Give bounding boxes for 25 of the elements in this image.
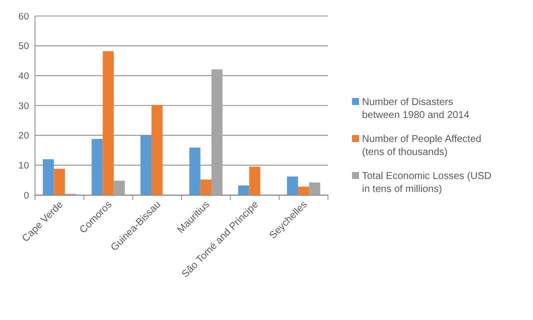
bar [42, 159, 54, 195]
y-tick-label: 0 [24, 190, 29, 202]
y-tick-label: 50 [18, 41, 29, 52]
bar [92, 138, 103, 195]
bar [298, 186, 310, 195]
bar [54, 168, 65, 195]
y-tick-label: 60 [18, 11, 29, 22]
bar [189, 148, 200, 195]
bar [249, 166, 260, 195]
bar [102, 51, 114, 195]
bar [140, 135, 152, 195]
bar [211, 69, 223, 195]
y-tick-label: 40 [18, 70, 29, 82]
legend-label: Number of People Affected (tens of thousands) [362, 134, 482, 158]
legend-label: Total Economic Losses (USD in tens of millions) [362, 171, 492, 195]
bar [238, 185, 250, 195]
bar [200, 179, 212, 195]
y-tick-label: 10 [18, 160, 29, 172]
y-tick-label: 20 [18, 130, 29, 142]
y-tick-label: 30 [18, 100, 29, 112]
legend-label: Number of Disasters between 1980 and 2014 [362, 97, 470, 121]
bar [286, 176, 298, 195]
bar [152, 104, 163, 195]
bar [114, 180, 125, 195]
bar [309, 182, 320, 195]
